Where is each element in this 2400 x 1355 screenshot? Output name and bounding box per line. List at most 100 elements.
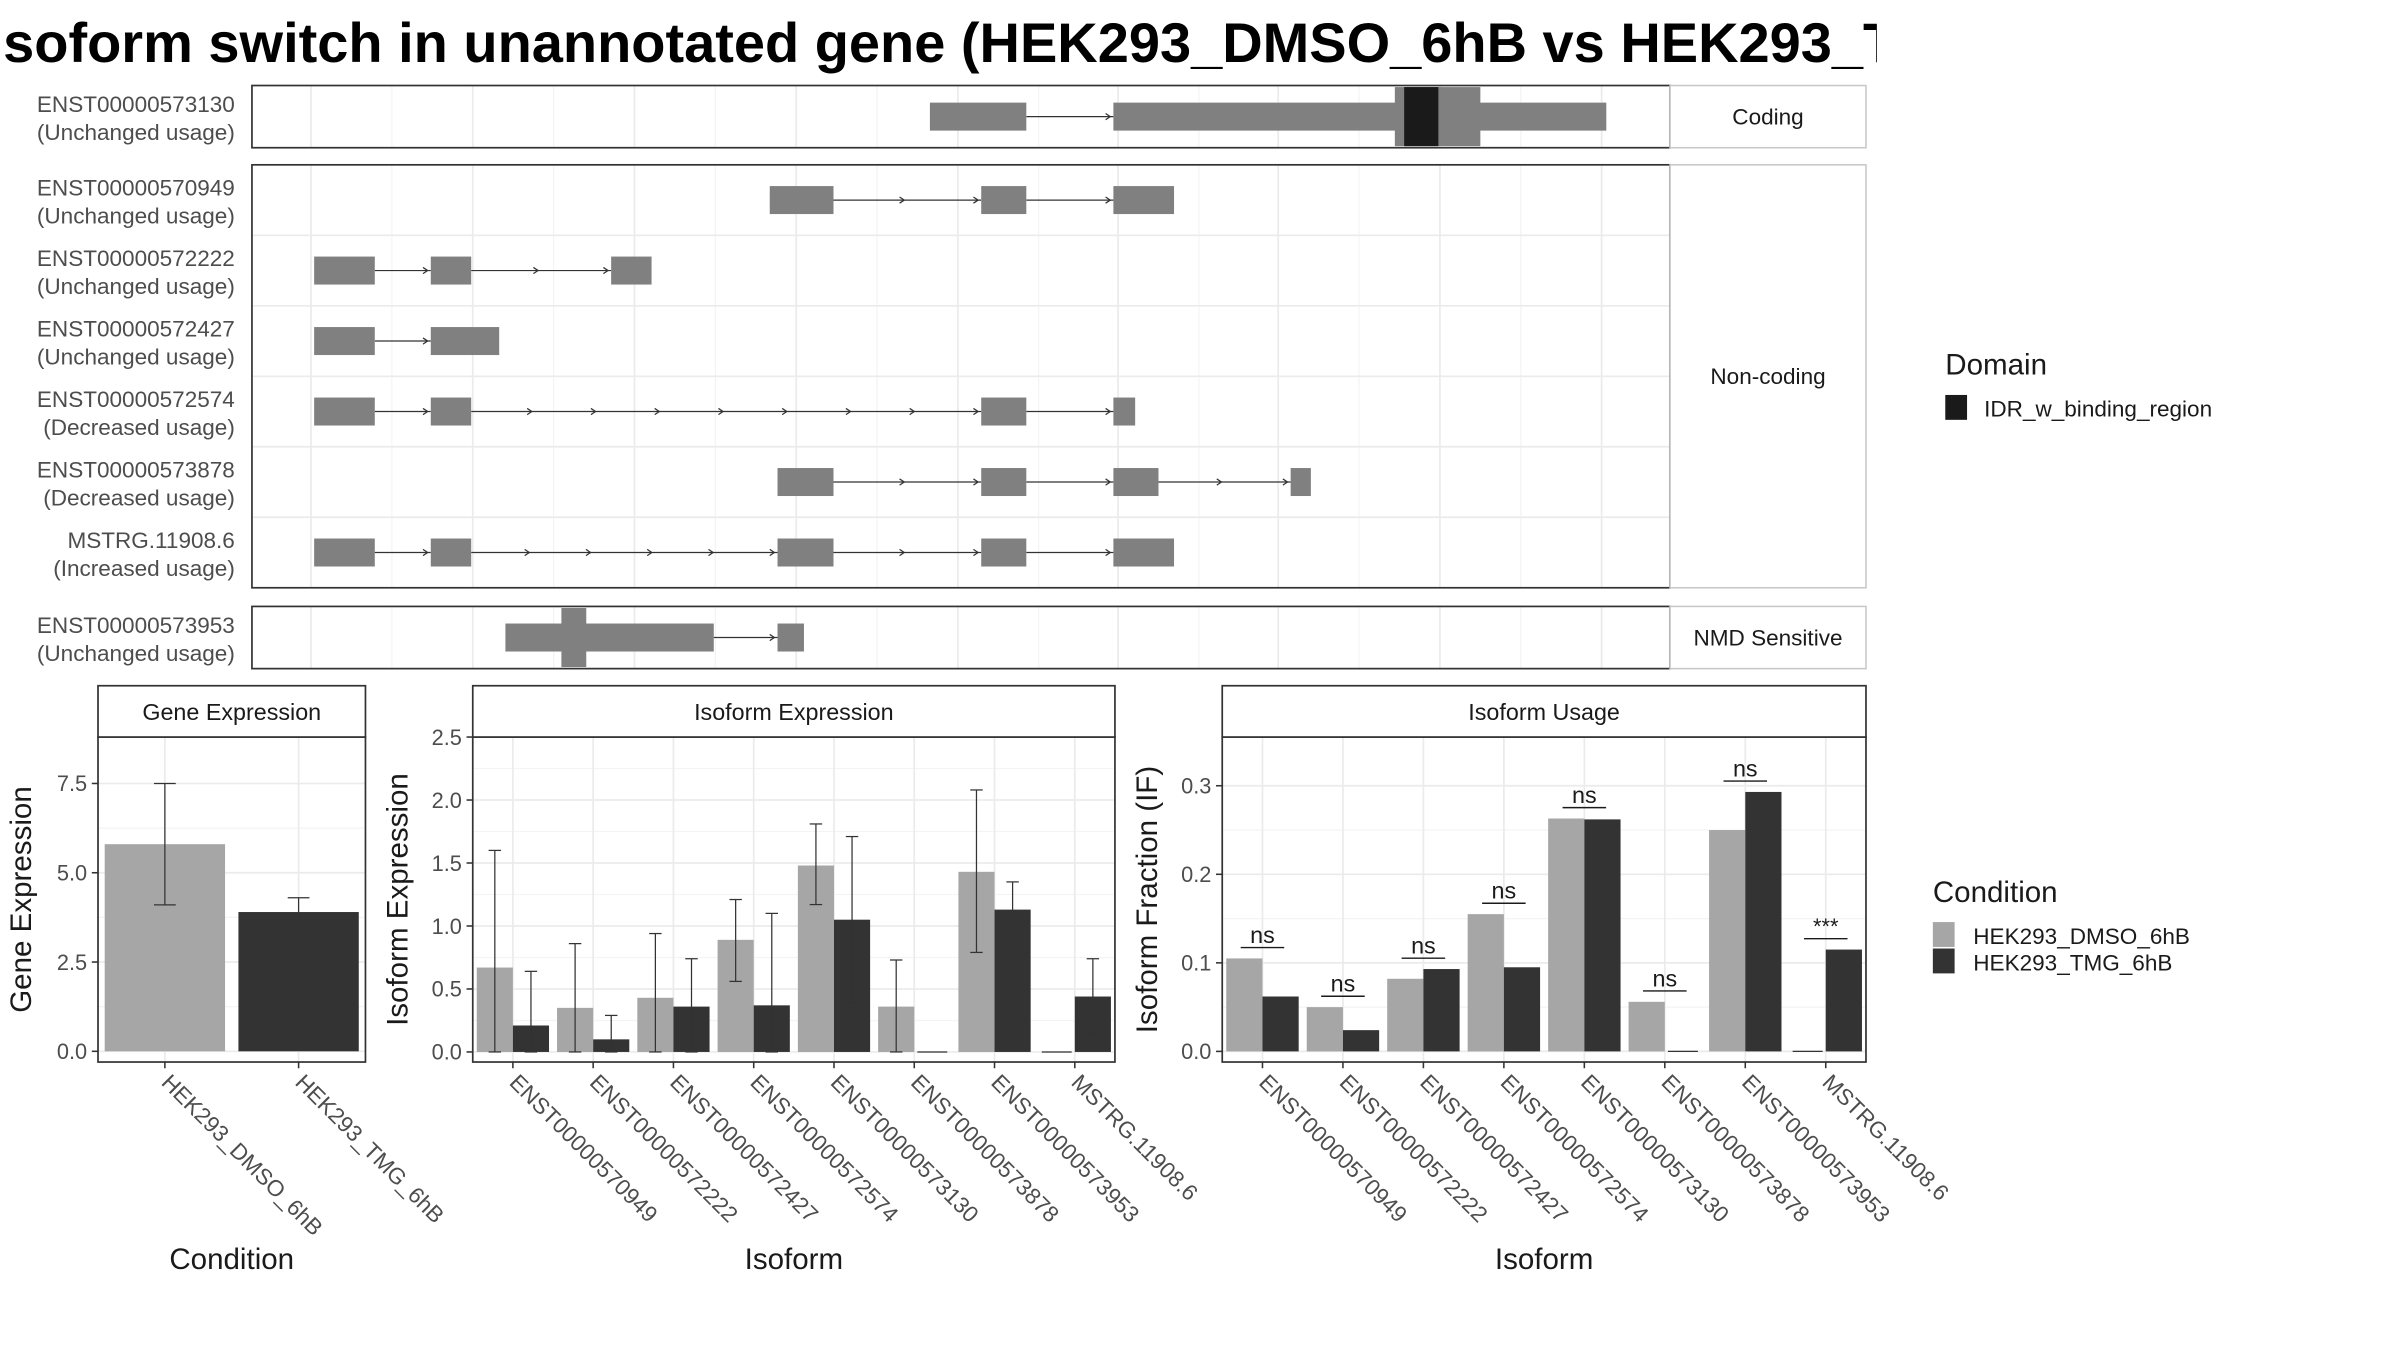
bar — [1548, 818, 1585, 1052]
intron-arrow-icon — [654, 407, 661, 416]
intron-arrow-icon — [909, 407, 916, 416]
bar — [1226, 958, 1263, 1052]
transcript-id-label: ENST00000572222 — [37, 246, 235, 271]
transcript-id-label: MSTRG.11908.6 — [67, 528, 234, 553]
intron-arrow-icon — [422, 266, 429, 275]
x-tick-label: ENST00000572574 — [746, 1070, 904, 1228]
x-tick-label: ENST00000573953 — [986, 1070, 1144, 1228]
facet-strip — [1669, 164, 1867, 589]
x-tick-label: ENST00000572574 — [1496, 1070, 1654, 1228]
intron-arrow-icon — [845, 407, 852, 416]
y-tick-label: 7.5 — [57, 771, 87, 796]
transcript-panel-bg — [251, 606, 1671, 669]
y-tick-label: 0.5 — [432, 977, 462, 1002]
facet-strip-label: NMD Sensitive — [1694, 625, 1843, 650]
transcript-id-label: ENST00000570949 — [37, 175, 235, 200]
exon-block — [777, 623, 804, 652]
intron-arrow-icon — [973, 548, 980, 557]
bar — [238, 912, 359, 1052]
figure-title: Isoform switch in unannotated gene (HEK2… — [0, 11, 2143, 74]
intron-arrow-icon — [422, 548, 429, 557]
transcript-usage-label: (Unchanged usage) — [37, 203, 235, 228]
transcript-usage-label: (Unchanged usage) — [37, 274, 235, 299]
intron-arrow-icon — [422, 337, 429, 345]
domain-block — [1404, 87, 1439, 147]
condition-legend-key — [1932, 922, 1955, 947]
intron-arrow-icon — [899, 196, 906, 204]
intron-arrow-icon — [585, 548, 592, 557]
intron-arrow-icon — [781, 407, 788, 416]
bar — [1503, 967, 1541, 1052]
significance-label: ns — [1652, 965, 1677, 991]
exon-block — [430, 256, 472, 285]
x-tick-label: ENST00000573953 — [1737, 1070, 1895, 1228]
condition-legend-key — [1932, 948, 1955, 974]
intron-arrow-icon — [646, 548, 654, 557]
bar — [1423, 969, 1460, 1052]
intron-arrow-icon — [1216, 478, 1223, 486]
transcript-id-label: ENST00000572427 — [37, 316, 235, 341]
domain-legend-key — [1945, 394, 1968, 420]
exon-block — [981, 397, 1027, 426]
y-tick-label: 1.5 — [432, 851, 462, 876]
intron-arrow-icon — [1105, 407, 1112, 416]
exon-block — [1113, 102, 1607, 131]
bar — [1745, 791, 1782, 1052]
x-tick-label: HEK293_TMG_6hB — [290, 1070, 448, 1228]
bar — [1342, 1030, 1380, 1052]
intron-arrow-icon — [769, 548, 776, 557]
intron-arrow-icon — [422, 407, 429, 416]
y-tick-label: 2.0 — [432, 788, 462, 813]
intron-arrow-icon — [533, 266, 540, 275]
x-tick-label: ENST00000573130 — [1576, 1070, 1734, 1228]
chart-strip-title: Gene Expression — [142, 699, 321, 725]
transcript-id-label: ENST00000573953 — [37, 613, 235, 638]
transcript-usage-label: (Unchanged usage) — [37, 344, 235, 369]
transcript-id-label: ENST00000573878 — [37, 457, 235, 482]
intron-arrow-icon — [769, 633, 776, 642]
intron-arrow-icon — [603, 266, 610, 275]
exon-block — [611, 256, 652, 285]
transcript-usage-label: (Decreased usage) — [43, 415, 235, 440]
intron-arrow-icon — [973, 478, 980, 486]
y-axis-label: Isoform Expression — [381, 773, 414, 1026]
domain-legend-title: Domain — [1945, 349, 2047, 382]
exon-block — [314, 538, 375, 567]
exon-block — [1290, 468, 1311, 497]
exon-block — [505, 623, 714, 652]
intron-arrow-icon — [1105, 478, 1112, 486]
facet-strip-label: Non-coding — [1710, 364, 1825, 389]
exon-block — [981, 538, 1027, 567]
intron-arrow-icon — [899, 548, 906, 557]
significance-label: ns — [1250, 922, 1275, 948]
intron-arrow-icon — [973, 196, 980, 204]
exon-block — [314, 397, 375, 426]
intron-arrow-icon — [526, 407, 533, 416]
intron-arrow-icon — [524, 548, 531, 557]
domain-legend-label: IDR_w_binding_region — [1984, 397, 2212, 422]
facet-strip — [1669, 84, 1867, 149]
exon-block — [314, 327, 375, 356]
significance-label: ns — [1411, 932, 1436, 958]
y-tick-label: 0.0 — [57, 1039, 87, 1064]
facet-strip — [1669, 605, 1867, 670]
intron-arrow-icon — [1105, 196, 1112, 204]
x-tick-label: ENST00000573878 — [1657, 1070, 1815, 1228]
chart-strip — [1221, 684, 1867, 738]
exon-block — [1113, 397, 1136, 426]
cds-block — [561, 607, 587, 668]
exon-block — [1113, 538, 1175, 567]
intron-arrow-icon — [708, 548, 715, 557]
intron-arrow-icon — [1105, 548, 1112, 557]
bar — [1387, 978, 1424, 1052]
y-axis-label: Isoform Fraction (IF) — [1131, 766, 1164, 1033]
x-axis-label: Isoform — [1495, 1243, 1593, 1276]
exon-block — [769, 186, 834, 215]
x-tick-label: ENST00000572427 — [1415, 1070, 1573, 1228]
bar — [1825, 949, 1862, 1052]
x-tick-label: ENST00000572222 — [585, 1070, 743, 1228]
bar — [1467, 914, 1504, 1052]
significance-label: ns — [1331, 971, 1356, 997]
transcript-id-label: ENST00000573130 — [37, 92, 235, 117]
